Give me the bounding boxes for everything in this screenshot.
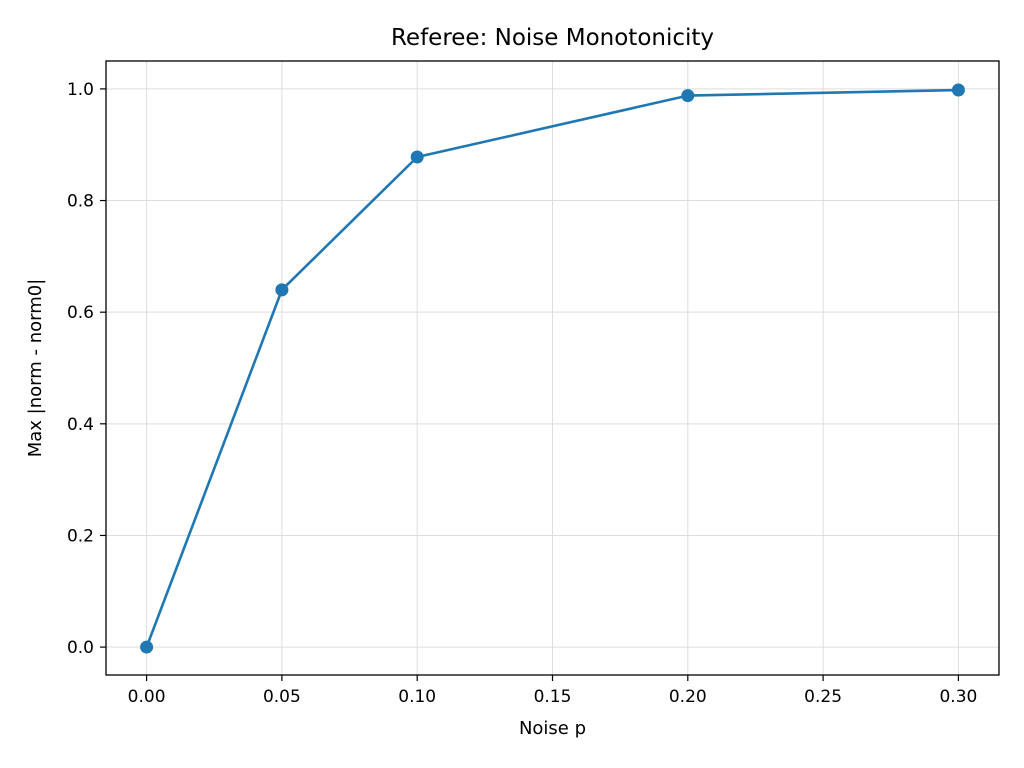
axis-ticks: 0.00 0.05 0.10 0.15 0.20 0.25 0.30 0.0 0.2 0.4 0.6… <box>67 80 977 707</box>
x-axis-label: Noise p <box>519 718 586 739</box>
series-layer <box>140 83 965 654</box>
data-point <box>951 83 965 97</box>
data-point <box>140 640 154 654</box>
x-tick-label: 0.10 <box>398 687 436 707</box>
data-point <box>681 89 695 103</box>
y-tick-label: 0.4 <box>67 415 94 435</box>
grid <box>106 61 999 675</box>
y-tick-label: 0.8 <box>67 192 94 212</box>
y-tick-label: 1.0 <box>67 80 94 100</box>
data-point <box>410 150 424 164</box>
y-tick-label: 0.6 <box>67 303 94 323</box>
x-tick-label: 0.20 <box>669 687 707 707</box>
y-tick-label: 0.0 <box>67 638 94 658</box>
chart-title: Referee: Noise Monotonicity <box>391 25 714 51</box>
x-tick-label: 0.05 <box>263 687 301 707</box>
data-point <box>275 283 289 297</box>
x-tick-label: 0.00 <box>128 687 166 707</box>
x-tick-label: 0.30 <box>939 687 977 707</box>
x-tick-label: 0.15 <box>534 687 572 707</box>
y-tick-label: 0.2 <box>67 526 94 546</box>
x-tick-label: 0.25 <box>804 687 842 707</box>
y-axis-label: Max |norm - norm0| <box>25 279 46 458</box>
